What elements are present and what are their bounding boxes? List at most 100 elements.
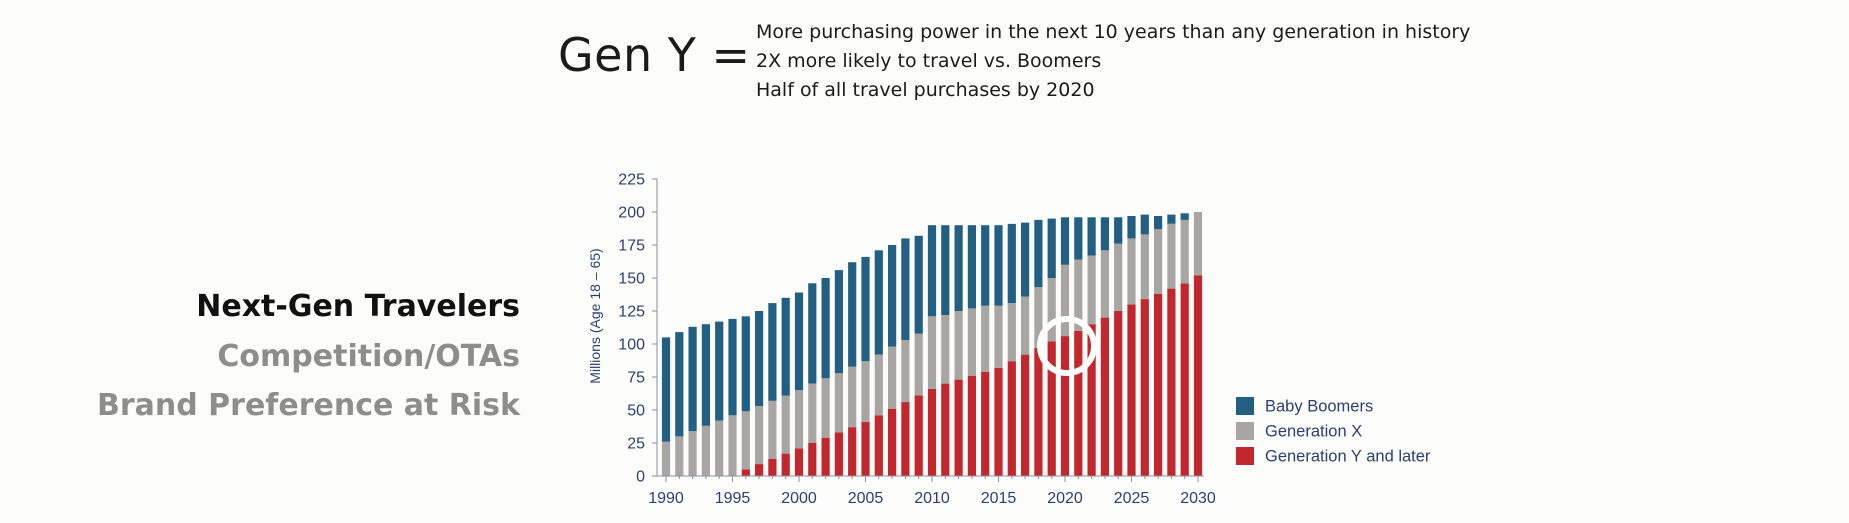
bar-baby-boomers-2029 [1180, 213, 1189, 220]
bar-generation-x-1996 [741, 411, 750, 470]
bar-baby-boomers-2012 [954, 225, 963, 311]
bar-generation-y-and-later-1998 [768, 458, 777, 476]
bar-generation-y-and-later-2006 [874, 415, 883, 476]
bar-baby-boomers-2027 [1154, 216, 1163, 230]
x-tick-label-1995: 1995 [715, 490, 751, 507]
bar-generation-x-2009 [914, 333, 923, 396]
bar-generation-x-2000 [794, 390, 804, 449]
bar-generation-y-and-later-2027 [1154, 293, 1163, 476]
highlight-circle [1037, 316, 1097, 376]
bar-generation-y-and-later-2021 [1074, 330, 1083, 476]
fact-travel-purchases: Half of all travel purchases by 2020 [756, 79, 1095, 101]
bar-generation-y-and-later-2011 [941, 383, 950, 476]
bar-baby-boomers-2022 [1087, 217, 1096, 256]
bar-baby-boomers-2006 [874, 250, 883, 355]
bar-generation-x-2029 [1180, 219, 1189, 284]
bar-baby-boomers-2000 [794, 292, 804, 391]
y-tick-label-25: 25 [627, 436, 645, 453]
bar-generation-y-and-later-2004 [848, 427, 857, 476]
bar-baby-boomers-1996 [741, 316, 750, 412]
gen-y-headline: Gen Y = [558, 28, 751, 82]
bar-baby-boomers-2002 [821, 278, 830, 379]
legend-swatch-generation-y-and-later [1236, 447, 1254, 465]
bar-baby-boomers-2003 [834, 270, 843, 374]
bar-generation-y-and-later-1997 [755, 464, 764, 476]
axis-layer: 0 25 50 75 100 125 150 175 200 225 1990 1995 2000 200… [587, 172, 1216, 508]
bar-baby-boomers-2005 [861, 256, 870, 362]
bar-baby-boomers-1990 [661, 337, 671, 442]
bar-generation-x-2025 [1127, 238, 1136, 305]
y-tick-label-125: 125 [618, 304, 645, 321]
bar-baby-boomers-1992 [688, 326, 697, 432]
bar-generation-x-1992 [688, 431, 697, 476]
bar-baby-boomers-1993 [701, 324, 710, 426]
bar-baby-boomers-2017 [1021, 222, 1030, 297]
bar-generation-y-and-later-2005 [861, 421, 870, 476]
bar-generation-y-and-later-2015 [994, 367, 1003, 476]
bar-baby-boomers-2025 [1127, 216, 1136, 239]
bar-generation-x-2019 [1047, 278, 1056, 342]
bar-generation-y-and-later-2023 [1100, 317, 1109, 476]
bar-generation-x-2007 [888, 346, 897, 409]
topic-next-gen-travelers: Next-Gen Travelers [196, 289, 520, 324]
bar-generation-y-and-later-2029 [1180, 283, 1189, 476]
bar-generation-x-1990 [661, 441, 671, 476]
bar-layer [661, 212, 1203, 476]
bar-baby-boomers-2001 [808, 283, 817, 384]
bar-generation-y-and-later-2013 [967, 375, 976, 476]
bar-generation-y-and-later-2000 [794, 448, 804, 476]
bar-generation-x-1993 [701, 425, 710, 476]
bar-baby-boomers-2007 [888, 245, 897, 347]
bar-baby-boomers-2018 [1034, 219, 1043, 288]
bar-baby-boomers-2019 [1047, 218, 1056, 278]
bar-generation-x-2005 [861, 361, 870, 422]
bar-generation-x-2006 [874, 354, 883, 416]
bar-baby-boomers-2021 [1074, 217, 1083, 260]
x-tick-label-2030: 2030 [1180, 490, 1216, 507]
bar-generation-y-and-later-2018 [1034, 348, 1043, 476]
bar-baby-boomers-1997 [755, 311, 764, 406]
bar-generation-x-2030 [1193, 212, 1203, 276]
legend-label-generation-x: Generation X [1265, 423, 1362, 441]
fact-purchasing-power: More purchasing power in the next 10 yea… [756, 21, 1471, 43]
bar-generation-y-and-later-2025 [1127, 304, 1136, 476]
bar-generation-x-2017 [1021, 296, 1030, 355]
bar-generation-y-and-later-2003 [834, 432, 843, 476]
bar-generation-x-1991 [675, 436, 684, 476]
bar-generation-x-2026 [1140, 234, 1149, 300]
bar-baby-boomers-2028 [1167, 214, 1176, 224]
bar-generation-y-and-later-2012 [954, 379, 963, 476]
x-tick-label-2015: 2015 [981, 490, 1017, 507]
x-tick-label-1990: 1990 [648, 490, 684, 507]
x-tick-label-2010: 2010 [914, 490, 950, 507]
bar-baby-boomers-1999 [781, 297, 790, 396]
bar-generation-x-2004 [848, 366, 857, 428]
bar-baby-boomers-2004 [848, 262, 857, 367]
y-axis-label: Millions (Age 18 – 65) [587, 248, 603, 383]
bar-generation-x-1995 [728, 415, 737, 476]
bar-generation-y-and-later-2028 [1167, 288, 1176, 476]
fact-travel-likelihood: 2X more likely to travel vs. Boomers [756, 50, 1102, 72]
bar-generation-y-and-later-1996 [741, 469, 750, 476]
bar-generation-x-1994 [715, 420, 724, 476]
topic-competition-otas: Competition/OTAs [217, 338, 520, 374]
bar-baby-boomers-2014 [981, 225, 990, 306]
y-tick-label-150: 150 [618, 271, 645, 288]
legend-label-generation-y-and-later: Generation Y and later [1265, 448, 1431, 466]
chart-legend: Baby Boomers Generation X Generation Y and… [1236, 397, 1431, 466]
bar-generation-y-and-later-2017 [1021, 354, 1030, 476]
bar-generation-y-and-later-2026 [1140, 299, 1149, 476]
bar-baby-boomers-2013 [967, 225, 976, 309]
bar-generation-y-and-later-2016 [1007, 361, 1016, 476]
bar-generation-x-1998 [768, 400, 777, 459]
bar-baby-boomers-1991 [675, 332, 684, 437]
bar-baby-boomers-2011 [941, 225, 950, 315]
bar-generation-x-2015 [994, 305, 1003, 368]
bar-generation-x-2020 [1060, 264, 1070, 337]
bar-generation-x-2012 [954, 311, 963, 380]
bar-generation-x-2018 [1034, 287, 1043, 348]
bar-generation-x-2013 [967, 308, 976, 376]
bar-generation-y-and-later-2008 [901, 402, 910, 476]
bar-baby-boomers-1998 [768, 303, 777, 401]
